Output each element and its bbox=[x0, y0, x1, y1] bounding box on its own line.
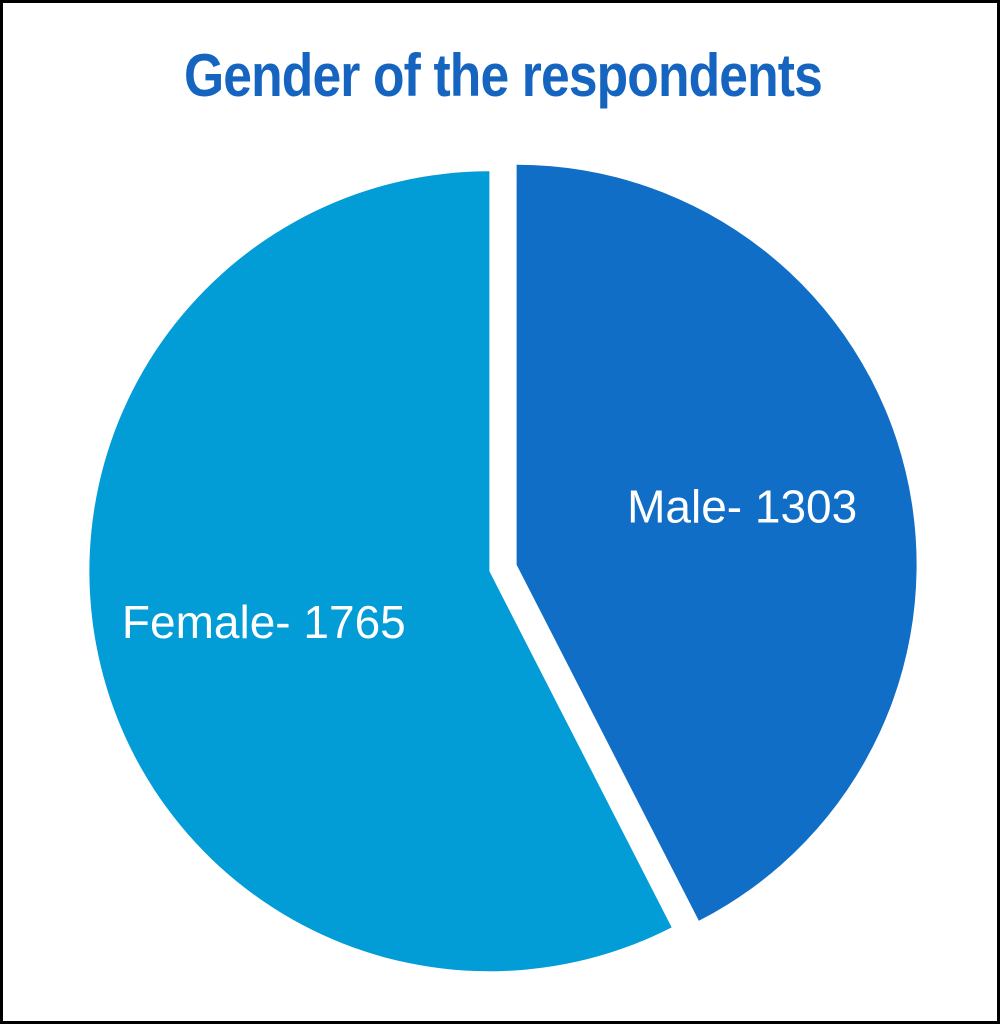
pie-slice-female bbox=[89, 171, 672, 972]
pie-chart: Male- 1303 Female- 1765 bbox=[89, 164, 917, 972]
slice-label-male: Male- 1303 bbox=[627, 481, 857, 533]
slice-label-female: Female- 1765 bbox=[122, 596, 406, 648]
chart-title: Gender of the respondents bbox=[184, 42, 823, 109]
pie-slice-male bbox=[516, 164, 917, 921]
pie-slices bbox=[89, 164, 917, 972]
pie-labels: Male- 1303 Female- 1765 bbox=[122, 481, 857, 648]
